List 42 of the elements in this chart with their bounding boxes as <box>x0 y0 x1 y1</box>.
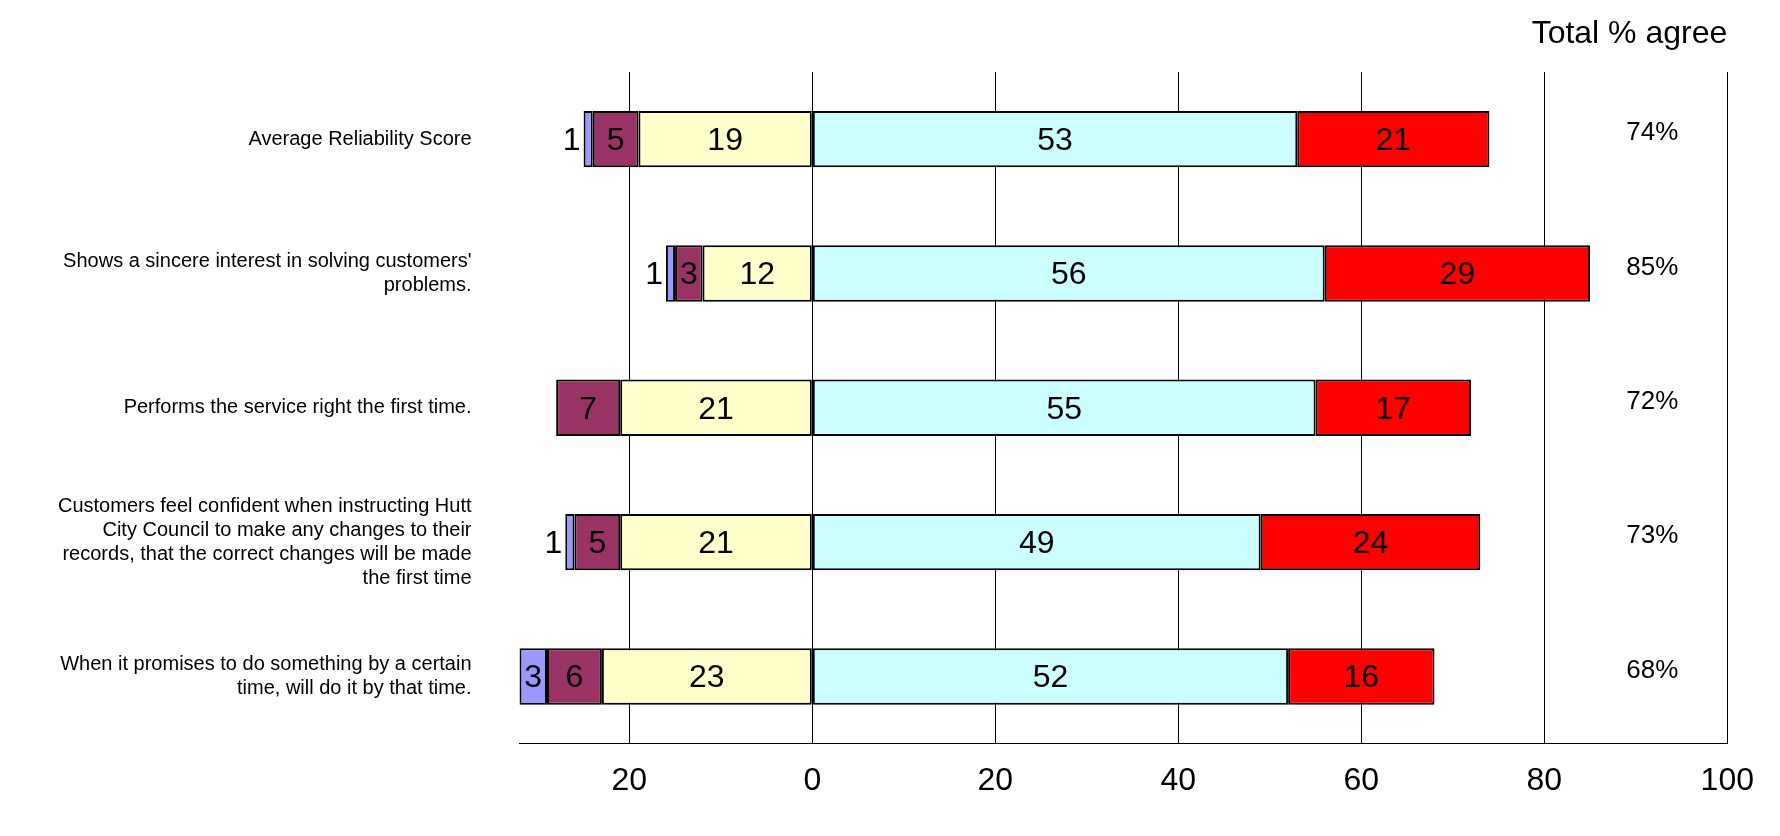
data-label: 5 <box>606 120 625 157</box>
data-label: 24 <box>1352 523 1389 560</box>
y-tick-label: Performs the service right the first time. <box>123 395 472 418</box>
data-label: 7 <box>579 389 598 426</box>
data-label: 1 <box>645 255 663 292</box>
annotation: 72% <box>1626 384 1679 415</box>
annotation: 74% <box>1626 116 1679 147</box>
data-label: 55 <box>1046 389 1082 426</box>
x-tick-label: 40 <box>1160 760 1197 797</box>
data-label: 1 <box>544 523 563 560</box>
x-tick-label: 80 <box>1526 760 1563 797</box>
data-label: 49 <box>1018 523 1055 560</box>
data-label: 23 <box>689 658 725 695</box>
data-label: 52 <box>1032 658 1069 695</box>
annotation: 73% <box>1626 519 1679 550</box>
text: Total % agree <box>1531 13 1728 50</box>
annotation: 85% <box>1626 250 1679 281</box>
y-tick-label: Customers feel confident when instructing Hutt City Council to make any changes to their records, that the correct changes will be made the first time <box>57 493 472 588</box>
data-label: 21 <box>1375 120 1412 157</box>
x-tick-label: 0 <box>803 760 822 797</box>
y-tick-label: Average Reliability Score <box>248 126 472 149</box>
data-label: 56 <box>1050 255 1087 292</box>
data-label: 6 <box>565 658 584 695</box>
data-label: 1 <box>562 120 581 157</box>
data-label: 53 <box>1037 120 1073 157</box>
data-label: 3 <box>679 255 698 292</box>
data-label: 21 <box>698 523 734 560</box>
data-label: 19 <box>707 120 743 157</box>
data-label: 29 <box>1439 255 1476 292</box>
data-label: 16 <box>1343 658 1380 695</box>
data-label: 3 <box>524 658 543 695</box>
y-tick-label: When it promises to do something by a certain time, will do it by that time. <box>60 651 472 698</box>
data-label: 12 <box>739 255 775 292</box>
x-tick-label: 20 <box>611 760 648 797</box>
x-tick-label: 60 <box>1343 760 1380 797</box>
data-label: 17 <box>1375 389 1412 426</box>
y-tick-label: Shows a sincere interest in solving customers' problems. <box>63 249 472 295</box>
data-label: 21 <box>698 389 734 426</box>
x-tick-label: 20 <box>977 760 1014 797</box>
data-label: 5 <box>588 523 607 560</box>
x-tick-label: 100 <box>1700 760 1754 797</box>
annotation: 68% <box>1626 653 1679 684</box>
